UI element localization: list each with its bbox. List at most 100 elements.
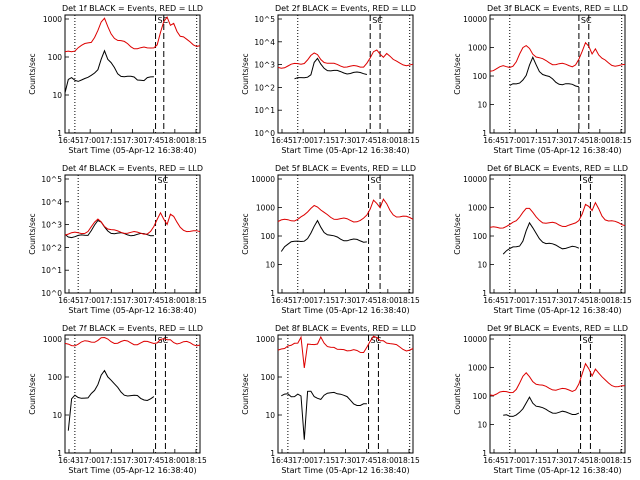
series-events-line	[64, 49, 154, 94]
x-tick-label: 17:00	[292, 296, 314, 305]
x-tick-label: 18:15	[610, 136, 632, 145]
panel-1: Det 1f BLACK = Events, RED = LLD 16:45 17:…	[28, 4, 207, 155]
x-tick-label: 16:45	[483, 296, 505, 305]
x-tick-label: 18:15	[610, 296, 632, 305]
x-tick-label: 18:00	[589, 136, 611, 145]
x-tick-label: 17:30	[335, 296, 357, 305]
y-tick-label: 1000	[43, 335, 62, 344]
y-tick-label: 100	[48, 373, 63, 382]
y-tick-label: 100	[48, 53, 63, 62]
series-lld-line	[489, 201, 626, 229]
x-tick-label: 17:45	[356, 296, 378, 305]
y-tick-label: 1	[57, 449, 62, 458]
plot-frame	[64, 334, 201, 454]
x-tick-label: 17:30	[122, 136, 144, 145]
y-tick-label: 10000	[463, 175, 487, 184]
x-tick-label: 17:15	[526, 136, 548, 145]
x-tick-label: 17:30	[122, 296, 144, 305]
plot-frame	[489, 174, 626, 294]
series-events-line	[502, 221, 580, 255]
series-events-line	[281, 390, 367, 440]
x-tick-label: 17:45	[568, 136, 590, 145]
y-tick-label: 1	[270, 449, 275, 458]
x-tick-label: 18:15	[398, 136, 420, 145]
series-lld-line	[277, 335, 414, 368]
x-tick-label: 17:00	[79, 296, 101, 305]
x-tick-label: 18:00	[164, 136, 186, 145]
x-tick-label: 17:00	[504, 296, 526, 305]
y-tick-label: 1000	[468, 204, 487, 213]
x-tick-label: 17:45	[143, 456, 165, 465]
x-tick-label: 16:45	[58, 136, 80, 145]
y-tick-label: 10^5	[254, 15, 275, 24]
x-tick-label: 18:00	[589, 296, 611, 305]
y-tick-label: 10000	[463, 335, 487, 344]
x-tick-label: 17:15	[314, 136, 336, 145]
x-tick-label: 17:30	[547, 456, 569, 465]
panel-title: Det 5f BLACK = Events, RED = LLD	[275, 164, 416, 173]
x-tick-label: 18:15	[398, 296, 420, 305]
y-tick-label: 10^1	[254, 106, 275, 115]
series-lld-line	[277, 49, 414, 69]
y-tick-label: 10^3	[254, 61, 275, 70]
x-tick-label: 17:45	[568, 296, 590, 305]
plot-frame	[489, 334, 626, 454]
x-tick-label: 17:45	[356, 456, 378, 465]
y-tick-label: 1000	[43, 15, 62, 24]
y-tick-label: 100	[473, 392, 488, 401]
annotation-label: SC	[371, 336, 382, 345]
annotation-label: SC	[158, 176, 169, 185]
y-tick-label: 1000	[468, 44, 487, 53]
x-tick-label: 17:00	[504, 456, 526, 465]
x-axis-label: Start Time (05-Apr-12 16:38:40)	[68, 466, 196, 475]
y-tick-label: 10	[477, 101, 487, 110]
x-tick-label: 17:15	[526, 456, 548, 465]
y-tick-label: 10^4	[254, 38, 275, 47]
series-lld-line	[277, 198, 414, 223]
x-tick-label: 18:00	[164, 456, 186, 465]
y-tick-label: 100	[473, 72, 488, 81]
y-tick-label: 1000	[256, 204, 275, 213]
panel-title: Det 4f BLACK = Events, RED = LLD	[62, 164, 203, 173]
series-lld-line	[64, 211, 201, 236]
panel-title: Det 1f BLACK = Events, RED = LLD	[62, 4, 203, 13]
y-tick-label: 1000	[256, 335, 275, 344]
x-axis-label: Start Time (05-Apr-12 16:38:40)	[281, 146, 409, 155]
x-tick-label: 18:15	[185, 296, 207, 305]
series-lld-line	[64, 336, 201, 347]
y-tick-label: 10^4	[41, 198, 62, 207]
x-tick-label: 17:15	[314, 456, 336, 465]
y-tick-label: 10^0	[254, 129, 275, 138]
y-tick-label: 10	[477, 261, 487, 270]
y-tick-label: 10000	[251, 175, 275, 184]
y-axis-label: Counts/sec	[241, 373, 250, 414]
panel-title: Det 6f BLACK = Events, RED = LLD	[487, 164, 628, 173]
series-events-line	[503, 396, 580, 417]
y-tick-label: 10^3	[41, 221, 62, 230]
y-tick-label: 10^0	[41, 289, 62, 298]
x-tick-label: 16:43	[58, 456, 80, 465]
x-tick-label: 18:00	[377, 456, 399, 465]
annotation-label: SC	[158, 16, 169, 25]
series-events-line	[509, 56, 580, 88]
plot-frame	[64, 14, 201, 134]
annotation-label: SC	[581, 16, 592, 25]
x-tick-label: 18:15	[610, 456, 632, 465]
y-tick-label: 1000	[468, 364, 487, 373]
y-axis-label: Counts/sec	[453, 53, 462, 94]
x-tick-label: 17:30	[122, 456, 144, 465]
x-tick-label: 16:43	[271, 456, 293, 465]
y-tick-label: 10000	[463, 15, 487, 24]
x-tick-label: 16:45	[483, 136, 505, 145]
y-axis-label: Counts/sec	[241, 53, 250, 94]
y-tick-label: 100	[261, 232, 276, 241]
x-tick-label: 18:00	[589, 456, 611, 465]
x-axis-label: Start Time (05-Apr-12 16:38:40)	[493, 466, 621, 475]
y-tick-label: 10	[52, 91, 62, 100]
y-tick-label: 100	[473, 232, 488, 241]
plot-frame	[64, 174, 201, 294]
